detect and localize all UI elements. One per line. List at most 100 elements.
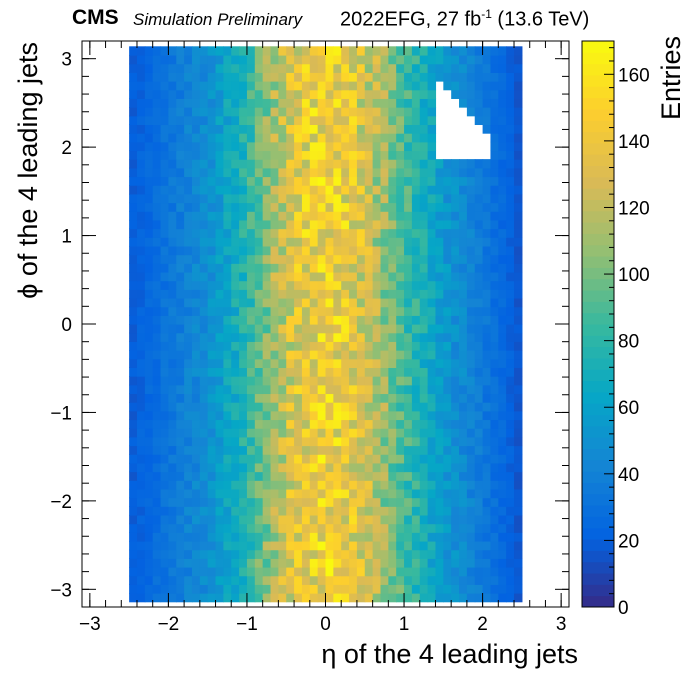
heatmap-cell	[506, 271, 515, 282]
heatmap-cell	[199, 115, 209, 126]
heatmap-cell	[176, 523, 185, 533]
heatmap-cell	[482, 584, 492, 594]
heatmap-cell	[176, 72, 185, 82]
heatmap-cell	[184, 63, 193, 73]
heatmap-cell	[278, 98, 287, 108]
heatmap-cell	[435, 549, 444, 559]
heatmap-cell	[152, 219, 162, 230]
heatmap-cell	[168, 133, 177, 143]
heatmap-cell	[364, 367, 374, 377]
heatmap-cell	[239, 462, 248, 473]
heatmap-cell	[262, 237, 272, 247]
heatmap-cell	[498, 150, 507, 160]
heatmap-cell	[184, 410, 193, 421]
heatmap-cell	[262, 107, 272, 117]
heatmap-cell	[207, 367, 217, 377]
heatmap-cell	[404, 211, 413, 221]
heatmap-cell	[239, 228, 248, 238]
heatmap-cell	[160, 436, 169, 447]
heatmap-cell	[144, 306, 154, 316]
heatmap-cell	[443, 167, 452, 178]
heatmap-cell	[482, 480, 492, 490]
heatmap-cell	[239, 271, 248, 282]
heatmap-cell	[144, 324, 154, 334]
heatmap-cell	[129, 54, 138, 65]
heatmap-cell	[514, 306, 523, 316]
heatmap-cell	[388, 532, 397, 542]
heatmap-cell	[246, 471, 256, 481]
heatmap-cell	[254, 419, 264, 429]
heatmap-cell	[498, 358, 507, 368]
y-tick-label: 3	[61, 50, 72, 71]
heatmap-cell	[176, 89, 185, 99]
heatmap-cell	[317, 219, 327, 230]
heatmap-cell	[136, 402, 146, 412]
heatmap-cell	[514, 245, 523, 256]
heatmap-cell	[286, 193, 295, 204]
heatmap-cell	[144, 593, 154, 603]
heatmap-cell	[443, 506, 452, 516]
heatmap-cell	[176, 358, 185, 368]
heatmap-cell	[152, 211, 162, 221]
heatmap-cell	[136, 367, 146, 377]
heatmap-cell	[356, 176, 366, 186]
heatmap-cell	[262, 185, 272, 195]
heatmap-cell	[286, 245, 295, 256]
heatmap-cell	[396, 584, 405, 594]
heatmap-cell	[419, 549, 429, 559]
heatmap-cell	[144, 289, 154, 299]
heatmap-cell	[396, 497, 405, 507]
heatmap-cell	[278, 167, 287, 178]
heatmap-cell	[435, 46, 444, 56]
heatmap-cell	[349, 159, 358, 169]
heatmap-cell	[427, 428, 437, 438]
heatmap-cell	[443, 523, 452, 533]
heatmap-cell	[286, 289, 295, 299]
heatmap-cell	[404, 471, 413, 481]
heatmap-cell	[435, 54, 444, 65]
heatmap-cell	[482, 436, 492, 447]
heatmap-cell	[474, 176, 484, 186]
heatmap-cell	[459, 488, 468, 499]
heatmap-cell	[466, 324, 476, 334]
heatmap-cell	[199, 263, 209, 273]
heatmap-cell	[388, 445, 397, 455]
heatmap-cell	[301, 410, 311, 421]
heatmap-cell	[191, 115, 201, 126]
heatmap-cell	[490, 506, 499, 516]
heatmap-cell	[451, 358, 460, 368]
heatmap-cell	[411, 159, 421, 169]
heatmap-cell	[451, 393, 460, 403]
heatmap-cell	[411, 72, 421, 82]
heatmap-cell	[160, 271, 169, 282]
heatmap-cell	[443, 402, 452, 412]
heatmap-cell	[443, 271, 452, 282]
heatmap-cell	[482, 280, 492, 290]
heatmap-cell	[199, 584, 209, 594]
heatmap-cell	[309, 46, 319, 56]
heatmap-cell	[451, 89, 460, 99]
heatmap-cell	[317, 141, 327, 152]
heatmap-cell	[466, 54, 476, 65]
heatmap-cell	[380, 141, 389, 152]
heatmap-cell	[136, 471, 146, 481]
heatmap-cell	[388, 471, 397, 481]
heatmap-cell	[136, 219, 146, 230]
heatmap-cell	[144, 488, 154, 499]
heatmap-cell	[443, 315, 452, 325]
heatmap-cell	[317, 376, 327, 386]
x-tick-label: −3	[79, 614, 101, 635]
heatmap-cell	[231, 402, 240, 412]
heatmap-cell	[411, 575, 421, 585]
heatmap-cell	[396, 532, 405, 542]
heatmap-cell	[364, 358, 374, 368]
heatmap-cell	[427, 514, 437, 525]
heatmap-cell	[309, 133, 319, 143]
heatmap-cell	[144, 436, 154, 447]
heatmap-cell	[443, 237, 452, 247]
heatmap-cell	[435, 297, 444, 308]
heatmap-cell	[372, 402, 382, 412]
heatmap-cell	[184, 150, 193, 160]
heatmap-cell	[270, 159, 279, 169]
